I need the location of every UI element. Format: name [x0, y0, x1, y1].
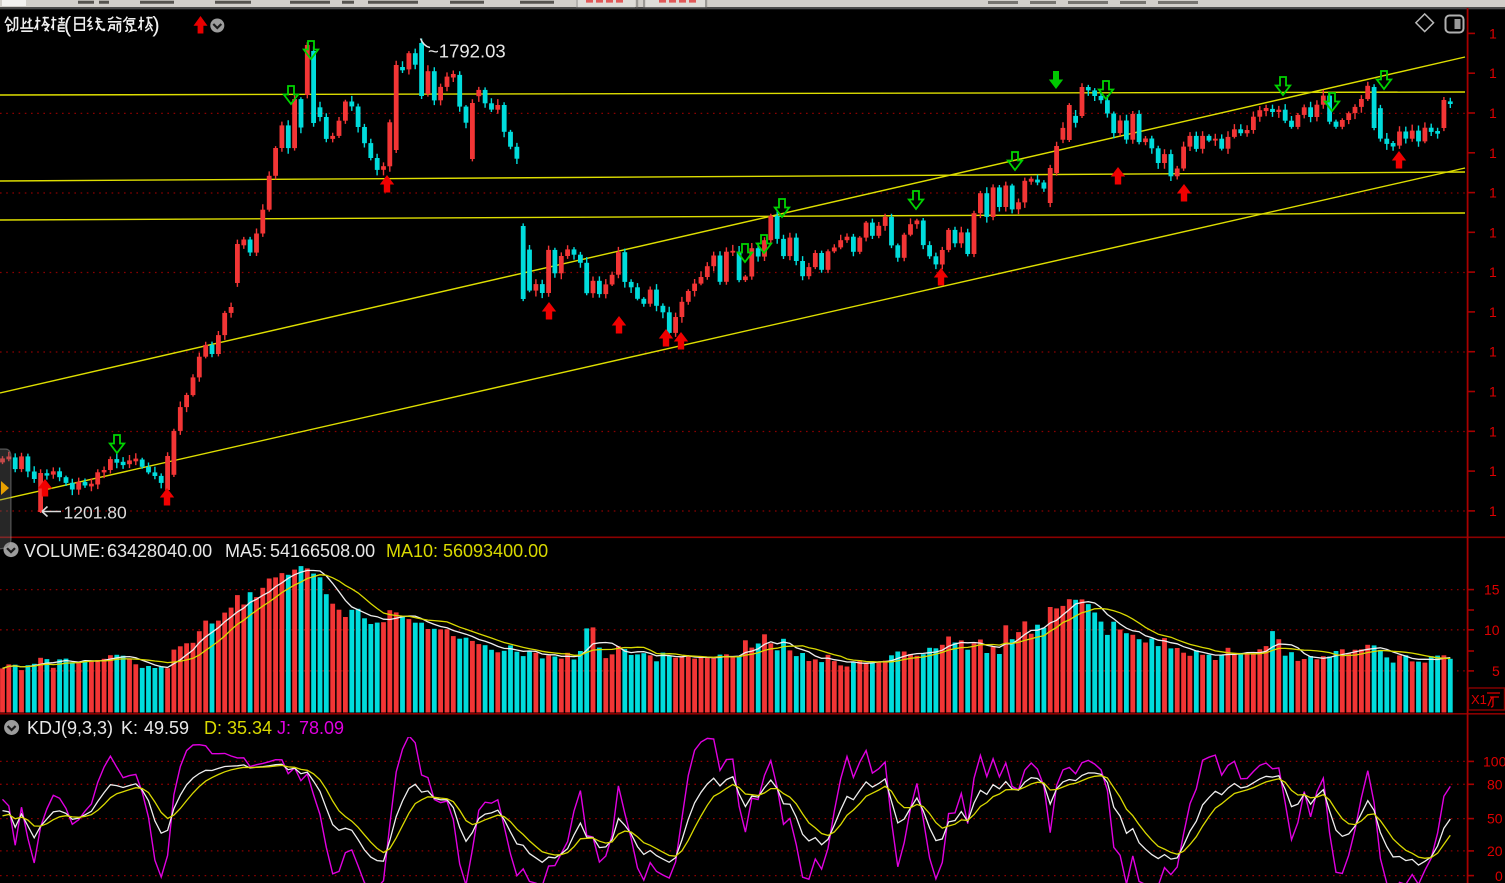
svg-text:1201.80: 1201.80: [64, 503, 128, 523]
svg-text:15: 15: [1484, 582, 1500, 598]
svg-text:1: 1: [1489, 145, 1497, 161]
svg-text:1: 1: [1489, 65, 1497, 81]
svg-text:1: 1: [1489, 25, 1497, 41]
svg-text:5: 5: [1492, 663, 1500, 679]
svg-text:50: 50: [1487, 811, 1503, 827]
svg-text:0: 0: [1495, 868, 1503, 883]
svg-text:1: 1: [1489, 503, 1497, 519]
svg-text:KDJ(9,3,3)K:49.59D:35.34J:78.0: KDJ(9,3,3) K: 49.59 D: 35.34 J: 78.09: [27, 718, 344, 738]
svg-text:80: 80: [1487, 776, 1503, 792]
svg-text:1: 1: [1489, 463, 1497, 479]
svg-text:(: (: [64, 12, 72, 37]
svg-text:1: 1: [1489, 264, 1497, 280]
svg-text:1: 1: [1489, 423, 1497, 439]
svg-text:100: 100: [1483, 753, 1505, 769]
svg-text:1: 1: [1489, 105, 1497, 121]
svg-text:): ): [152, 12, 159, 37]
svg-text:X1: X1: [1471, 692, 1487, 707]
svg-text:1: 1: [1489, 304, 1497, 320]
svg-text:1: 1: [1489, 185, 1497, 201]
svg-text:1: 1: [1489, 384, 1497, 400]
svg-text:1: 1: [1489, 224, 1497, 240]
svg-text:20: 20: [1487, 843, 1503, 859]
svg-text:1: 1: [1489, 344, 1497, 360]
svg-text:10: 10: [1484, 622, 1500, 638]
svg-text:~1792.03: ~1792.03: [428, 41, 506, 62]
